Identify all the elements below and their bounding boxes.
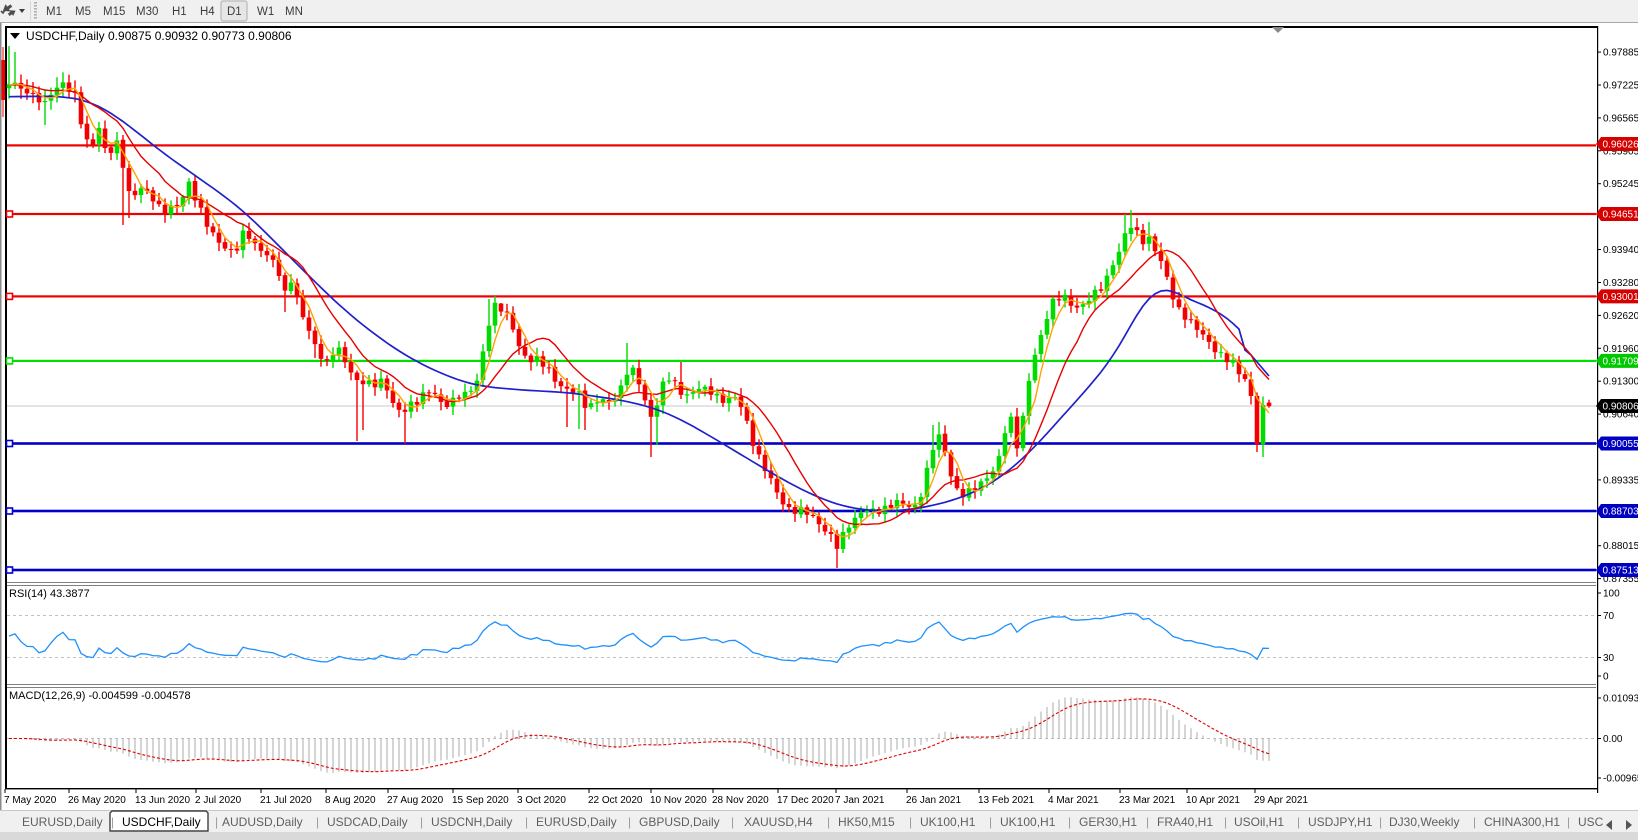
svg-text:0.91300: 0.91300 — [1603, 377, 1638, 388]
svg-text:0.93001: 0.93001 — [1603, 292, 1638, 303]
svg-text:0: 0 — [1603, 672, 1609, 683]
svg-text:0.93940: 0.93940 — [1603, 245, 1638, 256]
svg-text:0.94651: 0.94651 — [1603, 210, 1638, 221]
svg-text:|: | — [1146, 815, 1149, 829]
svg-text:|: | — [827, 815, 830, 829]
svg-text:26 Jan 2021: 26 Jan 2021 — [906, 795, 961, 806]
svg-text:H1: H1 — [172, 6, 187, 18]
svg-text:XAUUSD,H4: XAUUSD,H4 — [744, 815, 813, 829]
svg-text:0.92620: 0.92620 — [1603, 311, 1638, 322]
svg-text:D1: D1 — [227, 6, 242, 18]
svg-text:0.97225: 0.97225 — [1603, 81, 1638, 92]
svg-text:FRA40,H1: FRA40,H1 — [1157, 815, 1213, 829]
svg-text:0.97885: 0.97885 — [1603, 48, 1638, 59]
svg-text:0.90055: 0.90055 — [1603, 439, 1638, 450]
svg-text:0.91960: 0.91960 — [1603, 344, 1638, 355]
svg-text:2 Jul 2020: 2 Jul 2020 — [195, 795, 242, 806]
svg-text:MACD(12,26,9) -0.004599 -0.004: MACD(12,26,9) -0.004599 -0.004578 — [9, 690, 191, 702]
svg-text:100: 100 — [1603, 589, 1620, 600]
svg-text:0.010933: 0.010933 — [1603, 694, 1638, 705]
svg-text:|: | — [1567, 815, 1570, 829]
svg-text:29 Apr 2021: 29 Apr 2021 — [1254, 795, 1308, 806]
svg-text:|: | — [731, 815, 734, 829]
svg-text:0.93280: 0.93280 — [1603, 278, 1638, 289]
svg-text:USC: USC — [1578, 815, 1604, 829]
svg-text:10 Nov 2020: 10 Nov 2020 — [650, 795, 707, 806]
svg-text:28 Nov 2020: 28 Nov 2020 — [712, 795, 769, 806]
svg-text:EURUSD,Daily: EURUSD,Daily — [536, 815, 617, 829]
svg-text:70: 70 — [1603, 611, 1615, 622]
svg-text:|: | — [525, 815, 528, 829]
svg-text:UK100,H1: UK100,H1 — [1000, 815, 1056, 829]
svg-text:|: | — [316, 815, 319, 829]
svg-text:0.96565: 0.96565 — [1603, 113, 1638, 124]
svg-text:10 Apr 2021: 10 Apr 2021 — [1186, 795, 1240, 806]
svg-text:|: | — [628, 815, 631, 829]
svg-text:|: | — [215, 815, 218, 829]
svg-text:USOil,H1: USOil,H1 — [1234, 815, 1284, 829]
svg-text:27 Aug 2020: 27 Aug 2020 — [387, 795, 444, 806]
svg-text:USDJPY,H1: USDJPY,H1 — [1308, 815, 1373, 829]
svg-text:M5: M5 — [75, 6, 91, 18]
svg-text:|: | — [420, 815, 423, 829]
svg-text:0.87355: 0.87355 — [1603, 574, 1638, 585]
svg-text:USDCHF,Daily: USDCHF,Daily — [122, 815, 201, 829]
svg-text:0.88015: 0.88015 — [1603, 541, 1638, 552]
svg-text:0.90640: 0.90640 — [1603, 410, 1638, 421]
svg-text:M1: M1 — [46, 6, 62, 18]
svg-text:USDCNH,Daily: USDCNH,Daily — [431, 815, 512, 829]
svg-text:7 May 2020: 7 May 2020 — [4, 795, 57, 806]
svg-text:UK100,H1: UK100,H1 — [920, 815, 976, 829]
svg-text:DJ30,Weekly: DJ30,Weekly — [1389, 815, 1459, 829]
svg-text:0.95905: 0.95905 — [1603, 146, 1638, 157]
svg-text:0.96026: 0.96026 — [1603, 140, 1638, 151]
svg-text:23 Mar 2021: 23 Mar 2021 — [1119, 795, 1176, 806]
svg-text:17 Dec 2020: 17 Dec 2020 — [777, 795, 834, 806]
svg-text:W1: W1 — [257, 6, 274, 18]
svg-text:-0.00965: -0.00965 — [1603, 774, 1638, 785]
svg-text:4 Mar 2021: 4 Mar 2021 — [1048, 795, 1099, 806]
svg-text:USDCAD,Daily: USDCAD,Daily — [327, 815, 408, 829]
svg-text:13 Feb 2021: 13 Feb 2021 — [978, 795, 1035, 806]
svg-text:7 Jan 2021: 7 Jan 2021 — [835, 795, 885, 806]
svg-text:|: | — [1379, 815, 1382, 829]
svg-text:|: | — [1473, 815, 1476, 829]
svg-text:3 Oct 2020: 3 Oct 2020 — [517, 795, 566, 806]
svg-text:0.87513: 0.87513 — [1603, 566, 1638, 577]
svg-text:8 Aug 2020: 8 Aug 2020 — [325, 795, 376, 806]
svg-text:GBPUSD,Daily: GBPUSD,Daily — [639, 815, 720, 829]
svg-text:0.88703: 0.88703 — [1603, 507, 1638, 518]
svg-text:RSI(14) 43.3877: RSI(14) 43.3877 — [9, 588, 90, 600]
svg-text:21 Jul 2020: 21 Jul 2020 — [260, 795, 312, 806]
svg-text:|: | — [1224, 815, 1227, 829]
svg-text:|: | — [989, 815, 992, 829]
svg-text:H4: H4 — [200, 6, 215, 18]
svg-text:HK50,M15: HK50,M15 — [838, 815, 895, 829]
svg-text:0.95245: 0.95245 — [1603, 179, 1638, 190]
svg-text:M30: M30 — [136, 6, 158, 18]
svg-text:USDCHF,Daily 0.90875 0.90932: USDCHF,Daily 0.90875 0.90932 0.90773 0.9… — [26, 29, 292, 43]
svg-text:30: 30 — [1603, 653, 1615, 664]
svg-text:CHINA300,H1: CHINA300,H1 — [1484, 815, 1560, 829]
svg-text:|: | — [1068, 815, 1071, 829]
svg-text:|: | — [909, 815, 912, 829]
svg-text:M15: M15 — [103, 6, 125, 18]
svg-text:22 Oct 2020: 22 Oct 2020 — [588, 795, 643, 806]
svg-text:|: | — [1297, 815, 1300, 829]
svg-text:0.89335: 0.89335 — [1603, 475, 1638, 486]
svg-text:AUDUSD,Daily: AUDUSD,Daily — [222, 815, 303, 829]
svg-text:0.00: 0.00 — [1603, 734, 1623, 745]
svg-text:0.90806: 0.90806 — [1603, 402, 1638, 413]
svg-text:15 Sep 2020: 15 Sep 2020 — [452, 795, 509, 806]
svg-text:|: | — [111, 815, 114, 829]
svg-text:26 May 2020: 26 May 2020 — [68, 795, 126, 806]
svg-text:MN: MN — [285, 6, 303, 18]
svg-text:13 Jun 2020: 13 Jun 2020 — [135, 795, 190, 806]
svg-text:EURUSD,Daily: EURUSD,Daily — [22, 815, 103, 829]
svg-text:GER30,H1: GER30,H1 — [1079, 815, 1137, 829]
svg-text:0.91709: 0.91709 — [1603, 356, 1638, 367]
